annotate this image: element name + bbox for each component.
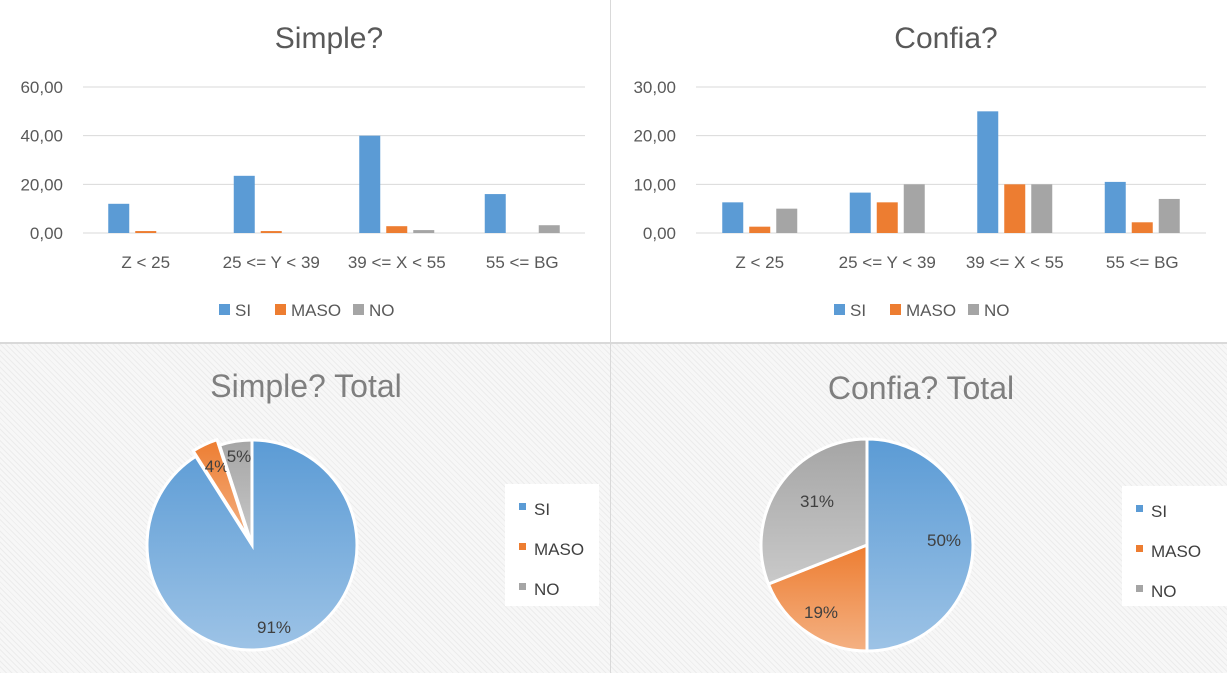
bar-si xyxy=(359,135,381,233)
legend-swatch-si xyxy=(519,503,526,510)
legend-swatch-maso xyxy=(519,543,526,550)
legend-label-maso: MASO xyxy=(906,301,956,320)
y-tick-label: 20,00 xyxy=(20,175,63,194)
legend-label-maso: MASO xyxy=(1151,542,1201,561)
bar-si xyxy=(722,202,744,233)
legend-swatch-no xyxy=(968,304,979,315)
pie-data-label: 50% xyxy=(927,531,961,550)
legend-swatch-maso xyxy=(890,304,901,315)
bar-si xyxy=(233,175,255,233)
bar-maso xyxy=(386,226,408,233)
legend-label-si: SI xyxy=(534,500,550,519)
legend-label-maso: MASO xyxy=(291,301,341,320)
legend-label-si: SI xyxy=(1151,502,1167,521)
legend-swatch-no xyxy=(519,583,526,590)
x-tick-label: Z < 25 xyxy=(735,253,784,272)
x-tick-label: 55 <= BG xyxy=(1106,253,1179,272)
legend-label-maso: MASO xyxy=(534,540,584,559)
bar-si xyxy=(1104,181,1126,233)
chart-title: Confia? Total xyxy=(828,370,1014,406)
bar-maso xyxy=(876,202,898,233)
x-tick-label: 39 <= X < 55 xyxy=(966,253,1064,272)
y-tick-label: 60,00 xyxy=(20,78,63,97)
bar-chart-simple: Simple? 0,00 20,00 40,00 60,00 Z < 25 25 <= Y … xyxy=(20,22,585,320)
bar-si xyxy=(108,203,130,233)
legend-swatch-no xyxy=(353,304,364,315)
pie-slice-si xyxy=(865,437,975,653)
pie-data-label: 4% xyxy=(205,457,230,476)
x-tick-label: Z < 25 xyxy=(121,253,170,272)
bar-no xyxy=(776,208,798,233)
pie-data-label: 31% xyxy=(800,492,834,511)
pie-slice-no xyxy=(759,437,869,586)
pie-chart-simple-panel: Simple? Total 91% 4% 5% SI MASO NO xyxy=(0,342,611,673)
legend-swatch-si xyxy=(1136,505,1143,512)
pie-data-label: 5% xyxy=(227,447,252,466)
y-tick-label: 0,00 xyxy=(643,224,676,243)
legend-label-no: NO xyxy=(369,301,395,320)
legend-swatch-no xyxy=(1136,585,1143,592)
pie-slice-no xyxy=(217,438,254,546)
x-tick-label: 39 <= X < 55 xyxy=(348,253,446,272)
legend-swatch-maso xyxy=(1136,545,1143,552)
legend-label-no: NO xyxy=(534,580,560,599)
bar-maso xyxy=(135,231,157,233)
pie-slice-maso xyxy=(766,542,869,653)
bar-chart-confia-panel: Confia? 0,00 10,00 20,00 30,00 Z < 25 25 <= Y … xyxy=(611,0,1227,342)
x-tick-label: 25 <= Y < 39 xyxy=(223,253,320,272)
pie-slice-maso xyxy=(191,437,251,541)
chart-title: Confia? xyxy=(894,22,997,55)
y-tick-label: 30,00 xyxy=(633,78,676,97)
pie-chart-confia: Confia? Total 50% 19% 31% SI MASO NO xyxy=(759,370,1227,653)
x-tick-label: 25 <= Y < 39 xyxy=(839,253,936,272)
y-tick-label: 40,00 xyxy=(20,127,63,146)
y-tick-label: 0,00 xyxy=(30,224,63,243)
chart-title: Simple? Total xyxy=(210,368,402,404)
bar-no xyxy=(1158,198,1180,233)
pie-data-label: 91% xyxy=(257,618,291,637)
bar-si xyxy=(977,111,999,233)
pie-data-label: 19% xyxy=(804,603,838,622)
bar-maso xyxy=(749,226,771,233)
bar-chart-simple-panel: Simple? 0,00 20,00 40,00 60,00 Z < 25 25 <= Y … xyxy=(0,0,611,342)
bar-no xyxy=(903,184,925,233)
y-tick-label: 10,00 xyxy=(633,175,676,194)
bar-si xyxy=(484,194,506,233)
x-tick-label: 55 <= BG xyxy=(486,253,559,272)
chart-title: Simple? xyxy=(275,22,383,55)
legend-label-no: NO xyxy=(1151,582,1177,601)
bar-maso xyxy=(1004,184,1026,233)
legend-label-si: SI xyxy=(235,301,251,320)
pie-chart-confia-panel: Confia? Total 50% 19% 31% SI MASO NO xyxy=(611,342,1227,673)
bar-no xyxy=(413,230,435,233)
pie-chart-simple: Simple? Total 91% 4%5% SI MASO NO xyxy=(145,368,599,652)
legend-swatch-maso xyxy=(275,304,286,315)
bar-chart-confia: Confia? 0,00 10,00 20,00 30,00 Z < 25 25 <= Y … xyxy=(633,22,1206,320)
bar-no xyxy=(1031,184,1053,233)
bar-maso xyxy=(260,231,282,233)
legend-swatch-si xyxy=(834,304,845,315)
y-tick-label: 20,00 xyxy=(633,127,676,146)
legend-label-no: NO xyxy=(984,301,1010,320)
bar-no xyxy=(538,225,560,233)
legend-label-si: SI xyxy=(850,301,866,320)
legend-swatch-si xyxy=(219,304,230,315)
bar-si xyxy=(849,192,871,233)
bar-maso xyxy=(1131,222,1153,233)
